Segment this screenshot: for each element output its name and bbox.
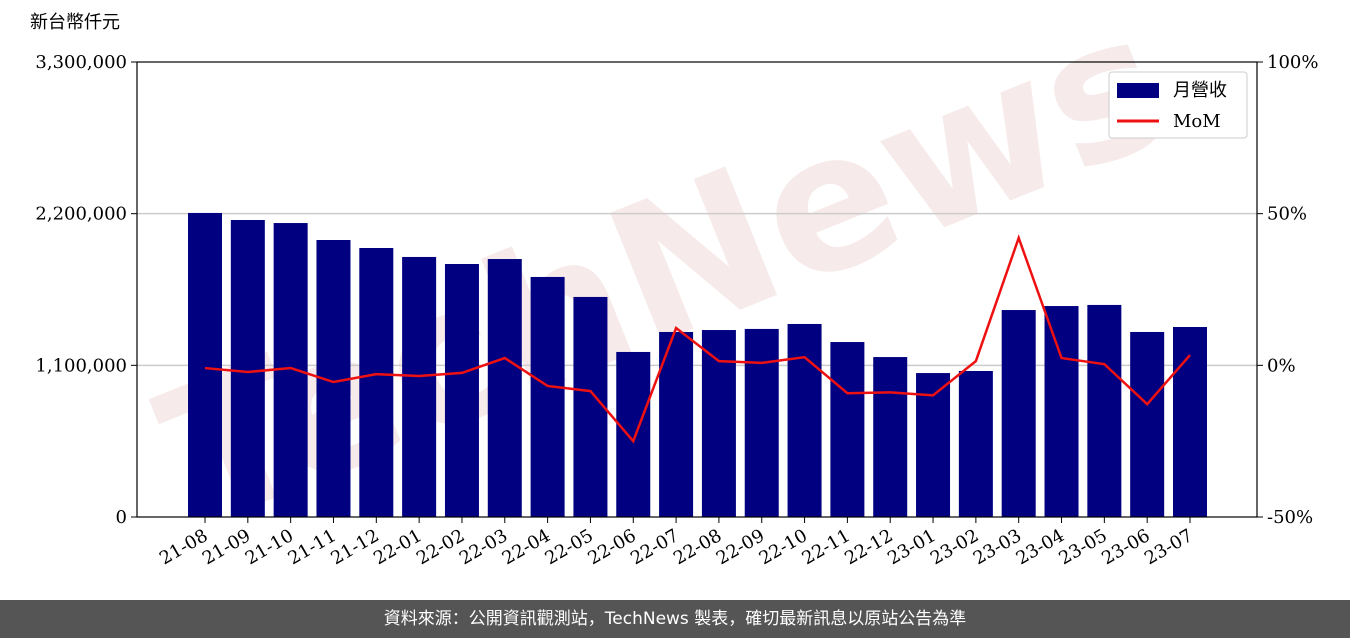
y-tick-label: 2,200,000 (35, 204, 127, 225)
y-tick-label: 0 (116, 507, 127, 528)
bar (873, 357, 908, 517)
x-tick-label: 22-01 (370, 525, 425, 569)
x-tick-label: 21-08 (156, 525, 211, 569)
legend-label: MoM (1173, 111, 1221, 132)
bar (1173, 327, 1207, 517)
y-tick-label: 3,300,000 (35, 52, 127, 73)
bar (359, 247, 394, 518)
x-tick-label: 22-09 (713, 525, 768, 569)
x-tick-label: 22-11 (798, 525, 853, 569)
x-tick-label: 22-02 (413, 525, 468, 569)
y-axis-label: 新台幣仟元 (30, 12, 120, 33)
legend-swatch (1117, 83, 1159, 98)
legend-label: 月營收 (1173, 80, 1227, 101)
bar (787, 323, 822, 517)
footer: 資料來源：公開資訊觀測站，TechNews 製表，確切最新訊息以原站公告為準 (0, 600, 1350, 638)
bar (1044, 306, 1079, 517)
line (204, 234, 1191, 444)
x-tick-label: 23-06 (1098, 525, 1153, 569)
bar (573, 296, 608, 517)
plot-frame (136, 61, 1258, 518)
y-tick-label: 1,100,000 (35, 355, 127, 376)
x-tick-label: 23-01 (884, 525, 939, 569)
bar (830, 342, 865, 517)
chart: 新台幣仟元 TechNews 01,100,0002,200,0003,300,… (30, 0, 1318, 570)
bar (916, 373, 951, 517)
bar (402, 256, 437, 517)
x-tick-label: 22-04 (499, 525, 554, 569)
x-tick-label: 23-05 (1055, 525, 1110, 569)
bar (701, 330, 736, 517)
x-tick-label: 22-10 (756, 525, 811, 569)
x-tick-label: 22-06 (584, 525, 639, 569)
bar (616, 351, 651, 517)
y2-tick-label: 50% (1267, 204, 1307, 225)
bar (1130, 331, 1165, 517)
bar (744, 328, 779, 517)
bar (444, 263, 479, 517)
bar (1001, 310, 1036, 517)
bar (659, 331, 694, 517)
x-tick-label: 23-07 (1141, 525, 1196, 569)
y2-tick-label: 100% (1267, 52, 1318, 73)
bar (1087, 304, 1122, 517)
x-tick-label: 22-12 (841, 525, 896, 569)
x-tick-label: 22-07 (627, 525, 682, 569)
bar (230, 220, 265, 517)
bar (958, 370, 993, 517)
x-tick-label: 22-03 (456, 525, 511, 569)
y2-tick-label: 0% (1267, 355, 1296, 376)
bar (487, 259, 522, 517)
bar (188, 212, 222, 517)
x-tick-label: 23-03 (970, 525, 1025, 569)
x-tick-label: 22-05 (541, 525, 596, 569)
x-tick-label: 22-08 (670, 525, 725, 569)
x-tick-label: 23-04 (1013, 525, 1068, 569)
y2-tick-label: -50% (1267, 507, 1313, 528)
bar (530, 276, 565, 517)
x-tick-label: 21-12 (327, 525, 382, 569)
x-tick-label: 23-02 (927, 525, 982, 569)
